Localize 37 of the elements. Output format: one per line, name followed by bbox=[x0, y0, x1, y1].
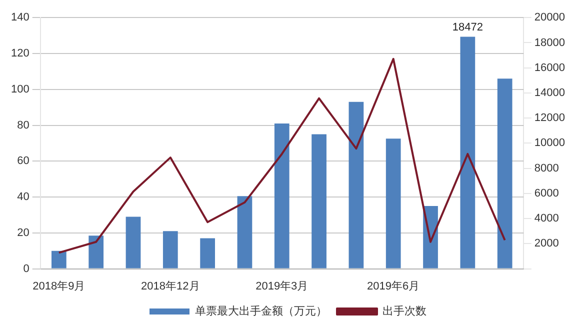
bar bbox=[497, 78, 512, 268]
x-tick-label: 2018年12月 bbox=[141, 280, 200, 292]
bar bbox=[52, 250, 66, 268]
bar bbox=[274, 123, 290, 268]
y-tick-label: 0 bbox=[23, 262, 30, 275]
y2-tick-label: 4000 bbox=[534, 212, 559, 225]
bar bbox=[312, 134, 326, 268]
y-tick-label: 20 bbox=[17, 226, 30, 239]
bar bbox=[386, 138, 401, 268]
y2-tick-label: 2000 bbox=[534, 238, 559, 250]
bar bbox=[88, 236, 104, 268]
y-tick-label: 80 bbox=[17, 119, 30, 132]
y-tick-label: 60 bbox=[17, 155, 30, 168]
x-tick-label: 2018年9月 bbox=[32, 280, 86, 292]
bar bbox=[460, 36, 476, 268]
y2-tick-label: 16000 bbox=[534, 62, 566, 74]
y2-tick-label: 8000 bbox=[534, 162, 559, 174]
y2-tick-label: 20000 bbox=[534, 12, 566, 24]
y2-tick-label: 18000 bbox=[534, 36, 566, 49]
x-tick-label: 2019年3月 bbox=[256, 280, 308, 292]
y2-tick-label: 14000 bbox=[534, 86, 566, 99]
bar bbox=[162, 231, 178, 268]
y-tick-label: 40 bbox=[17, 191, 30, 204]
y2-tick-label: 10000 bbox=[534, 137, 566, 150]
x-tick-label: 2019年6月 bbox=[367, 280, 420, 292]
y-tick-label: 120 bbox=[10, 48, 30, 60]
y2-tick-label: 6000 bbox=[534, 187, 559, 200]
legend-label: 出手次数 bbox=[382, 304, 426, 318]
y-tick-label: 140 bbox=[10, 12, 30, 24]
legend-label: 单票最大出手金额（万元） bbox=[195, 304, 327, 318]
bar bbox=[237, 196, 252, 268]
bar bbox=[200, 238, 215, 268]
data-label: 18472 bbox=[452, 21, 483, 34]
bar bbox=[126, 216, 141, 268]
y-tick-label: 100 bbox=[10, 83, 30, 96]
y2-tick-label: 12000 bbox=[534, 112, 566, 124]
bar bbox=[348, 102, 364, 268]
